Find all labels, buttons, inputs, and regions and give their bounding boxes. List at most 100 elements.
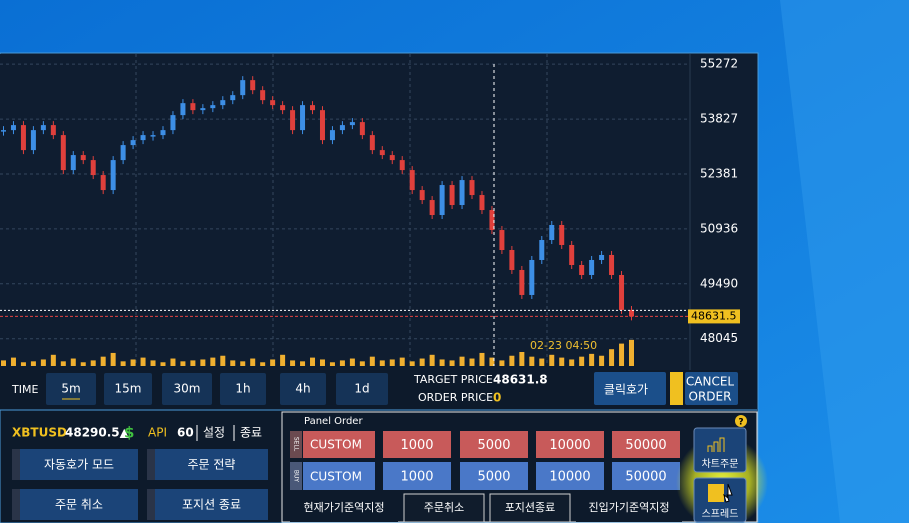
bottom-button[interactable] [403, 493, 485, 523]
amount-button[interactable] [460, 431, 528, 458]
amount-button[interactable] [460, 462, 528, 490]
volume-bar [519, 352, 525, 366]
amount-label: 10000 [549, 470, 590, 485]
amount-button[interactable] [383, 462, 451, 490]
candle [439, 185, 445, 216]
desktop-streak [780, 0, 909, 523]
interval-label: 5m [61, 382, 80, 396]
candle [549, 225, 555, 241]
candle [339, 125, 345, 131]
amount-button[interactable] [536, 431, 604, 458]
candle [260, 90, 266, 101]
amount-label: 1000 [400, 470, 433, 485]
amount-button[interactable] [536, 462, 604, 490]
volume-bar [609, 349, 615, 366]
volume-bar [489, 357, 495, 366]
status-button[interactable] [147, 489, 268, 520]
sell-custom-label: CUSTOM [310, 438, 362, 452]
volume-bar [280, 354, 286, 366]
volume-bar [409, 361, 415, 366]
status-button-label: 주문 취소 [55, 498, 103, 512]
volume-bar [1, 360, 6, 366]
volume-bar [230, 360, 236, 366]
status-button-strip [147, 449, 155, 480]
interval-button[interactable] [104, 373, 152, 405]
settings[interactable]: 설정 [203, 426, 225, 440]
volume-bar [260, 362, 266, 366]
buy-custom[interactable] [303, 462, 375, 490]
interval-button[interactable] [162, 373, 212, 405]
volume-bar [50, 354, 56, 366]
sell-custom[interactable] [303, 431, 375, 458]
status-button[interactable] [12, 489, 138, 520]
amount-button[interactable] [612, 431, 680, 458]
volume-bar [469, 358, 475, 366]
volume-bar [319, 359, 325, 366]
spread-label: 스프레드 [702, 508, 739, 520]
click-button[interactable] [594, 372, 666, 405]
symbol-price: 48290.5▲ [65, 426, 130, 440]
volume-bar [579, 356, 585, 366]
interval-button[interactable] [280, 373, 326, 405]
v-grid [135, 54, 548, 366]
bottom-button[interactable] [489, 493, 571, 523]
volume-bar [529, 356, 535, 366]
volume-bar [110, 352, 116, 366]
status-button-label: 주문 전략 [188, 458, 236, 472]
cancel-button[interactable] [685, 372, 738, 405]
price-tick-label: 49490 [700, 276, 738, 290]
candle [349, 122, 355, 126]
candle [290, 110, 296, 131]
candle [359, 122, 365, 136]
candle [240, 80, 246, 96]
volume-bar [100, 356, 106, 366]
candle [459, 180, 465, 206]
candle [180, 103, 186, 116]
candle [519, 269, 525, 295]
volume-bar [349, 358, 355, 366]
status-button[interactable] [147, 449, 268, 480]
amount-label: 50000 [625, 470, 666, 485]
volume-bar [210, 357, 216, 366]
candle [270, 100, 276, 106]
panel-title: Panel Order [304, 416, 363, 427]
order-price-label: ORDER PRICE [418, 391, 493, 404]
amount-label: 5000 [477, 470, 510, 485]
candle [379, 150, 385, 156]
candle [10, 125, 16, 131]
candle [130, 140, 136, 146]
bottom-button-label: 포지션종료 [505, 501, 556, 514]
candle [369, 135, 375, 151]
amount-label: 5000 [477, 438, 510, 453]
volume-bar [599, 355, 605, 366]
volume-bar [569, 359, 575, 366]
volume-bar [449, 360, 455, 366]
amount-button[interactable] [612, 462, 680, 490]
volume-bar [130, 359, 136, 366]
volume-bar [589, 353, 595, 366]
candle [539, 240, 545, 260]
candle [170, 115, 176, 131]
candle [300, 105, 306, 131]
bottom-button[interactable] [576, 494, 682, 522]
interval-button[interactable] [220, 373, 266, 405]
volume-bar [180, 361, 186, 366]
amount-button[interactable] [383, 431, 451, 458]
status-button[interactable] [12, 449, 138, 480]
symbol: XBTUSD [12, 426, 67, 440]
volume-bar [80, 362, 86, 366]
candle [50, 125, 56, 136]
volume-bar [250, 358, 256, 366]
volume-bar [200, 359, 206, 366]
interval-button[interactable] [336, 373, 388, 405]
bottom-button[interactable] [290, 494, 398, 522]
interval-button[interactable] [46, 373, 96, 405]
candle [499, 230, 505, 250]
volume-bar [539, 358, 545, 366]
exit[interactable]: 종료 [240, 426, 262, 440]
help-icon[interactable] [735, 415, 747, 427]
volume-bar [389, 359, 395, 366]
volume-bar [459, 356, 465, 366]
